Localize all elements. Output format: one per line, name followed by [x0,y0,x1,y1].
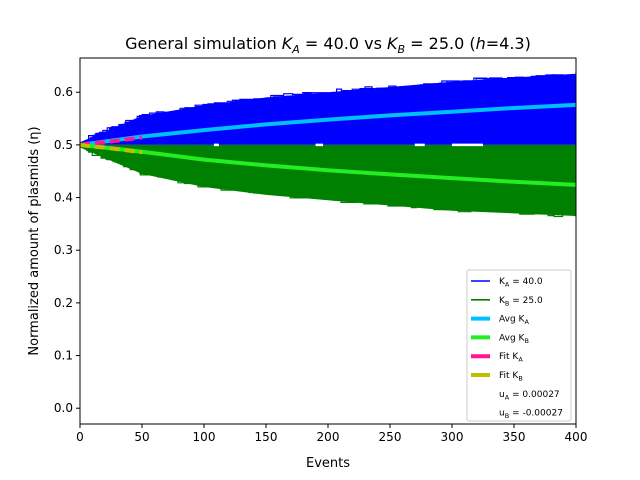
x-axis-label: Events [306,456,350,471]
y-tick-label: 0.5 [54,138,73,152]
legend-box [466,269,572,422]
chart-title: General simulation KA = 40.0 vs KB = 25.… [125,34,531,56]
y-tick-label: 0.4 [54,191,73,205]
trace-kb-1 [80,144,576,190]
x-axis: 0 50 100 150 200 250 300 350 400 [76,424,587,444]
title-ka-sub: A [291,43,300,56]
series-layer [80,102,576,187]
legend-label-ka: KA = 40.0 [499,277,543,289]
legend: KA = 40.0 KB = 25.0 Avg KA Avg KB Fit KA Fit … [466,269,572,422]
trace-ka-3 [80,74,576,146]
trace-kb-10 [80,144,576,213]
x-tick-label: 350 [503,430,526,444]
y-tick-label: 0.1 [54,349,73,363]
x-tick-label: 150 [255,430,278,444]
title-kb-label: K [387,34,399,53]
trace-kb-11 [80,144,576,197]
trace-kb-5 [80,144,576,202]
fit-ka-line [80,135,143,147]
title-kb-value: = 25.0 ( [405,34,476,53]
title-prefix: General simulation [125,34,282,53]
y-tick-label: 0.6 [54,85,73,99]
avg-kb-line [80,142,576,187]
x-tick-label: 100 [193,430,216,444]
title-ka-value: = 40.0 vs [300,34,387,53]
legend-label-avg_ka: Avg KA [499,315,529,327]
trace-ka-11 [80,88,576,146]
legend-label-ub: uB = -0.00027 [499,409,563,421]
legend-label-ua: uA = 0.00027 [499,390,560,402]
trace-ka-5 [80,76,576,146]
trace-ka-8 [80,85,576,146]
legend-label-fit_kb: Fit KB [499,371,523,383]
trace-kb-12 [80,144,576,208]
y-axis-label: Normalized amount of plasmids (η) [27,126,42,355]
x-tick-label: 50 [134,430,149,444]
title-ka-label: K [282,34,294,53]
x-tick-label: 0 [76,430,84,444]
trace-ka-13 [80,75,576,146]
trace-layer [80,72,576,218]
x-tick-label: 250 [379,430,402,444]
trace-band-kb [80,144,576,216]
x-tick-label: 400 [565,430,588,444]
y-axis: 0.0 0.1 0.2 0.3 0.4 0.5 0.6 [54,85,80,415]
fit-kb-line [80,142,143,155]
y-tick-label: 0.3 [54,243,73,257]
legend-label-fit_ka: Fit KA [499,352,523,364]
y-tick-label: 0.0 [54,401,73,415]
title-h-value: =4.3) [486,34,531,53]
avg-ka-line [80,102,576,147]
title-h-label: h [476,34,486,53]
y-tick-label: 0.2 [54,296,73,310]
x-tick-label: 200 [317,430,340,444]
title-kb-sub: B [398,43,406,56]
legend-label-kb: KB = 25.0 [499,296,543,308]
x-tick-label: 300 [441,430,464,444]
legend-label-avg_kb: Avg KB [499,333,529,345]
trace-kb-8 [80,144,576,205]
trace-kb-13 [80,144,576,213]
